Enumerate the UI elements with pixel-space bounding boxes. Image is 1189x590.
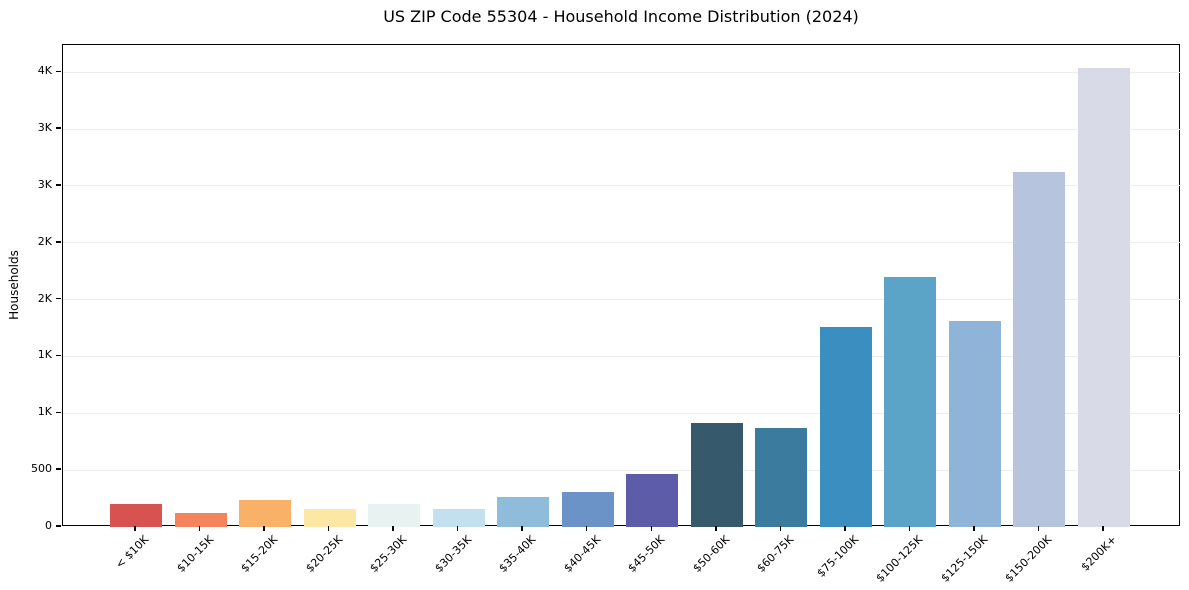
gridline	[63, 299, 1181, 301]
y-axis-tick	[56, 468, 61, 470]
x-tick-label: $200K+	[1078, 533, 1120, 574]
x-tick-label: $45-50K	[625, 533, 668, 575]
gridline	[63, 185, 1181, 187]
x-tick-label: $125-150K	[938, 533, 991, 585]
bar-13	[884, 277, 937, 527]
bar-12	[819, 327, 872, 527]
y-tick-label: 1K	[37, 405, 52, 419]
bar-8	[561, 491, 614, 527]
x-tick-label: $30-35K	[431, 533, 474, 575]
y-tick-label: 3K	[37, 121, 52, 135]
gridline	[63, 71, 1181, 73]
bar-14	[948, 320, 1001, 527]
x-tick-label: $150-200K	[1002, 533, 1055, 585]
bar-6	[432, 509, 485, 527]
bar-7	[497, 497, 550, 527]
y-axis-tick	[56, 525, 61, 527]
x-tick-label: $20-25K	[302, 533, 345, 575]
bar-5	[368, 503, 421, 527]
x-axis-tick	[521, 526, 523, 531]
x-axis-tick	[715, 526, 717, 531]
gridline	[63, 355, 1181, 357]
y-axis-tick	[56, 241, 61, 243]
x-axis-tick	[779, 526, 782, 531]
y-axis-tick	[56, 411, 61, 414]
y-tick-label: 500	[31, 462, 52, 476]
x-axis-tick	[456, 526, 459, 531]
x-axis-tick	[844, 526, 846, 531]
gridline	[63, 242, 1181, 244]
bar-3	[239, 500, 292, 527]
gridline	[63, 412, 1181, 414]
bar-16	[1077, 68, 1130, 527]
chart-title: US ZIP Code 55304 - Household Income Dis…	[383, 7, 859, 26]
y-tick-label: 3K	[37, 177, 52, 191]
y-axis-tick	[56, 354, 61, 357]
x-axis-tick	[392, 526, 394, 531]
bar-11	[755, 428, 808, 527]
plot-area	[62, 44, 1181, 527]
x-axis-tick	[1037, 526, 1040, 531]
y-axis-tick	[56, 297, 61, 300]
x-axis-tick	[263, 526, 265, 531]
x-axis-tick	[198, 526, 201, 531]
y-axis-label: Households	[7, 250, 21, 320]
bar-2	[174, 512, 227, 527]
y-axis-tick	[56, 184, 61, 186]
x-axis-tick	[973, 526, 975, 531]
x-axis-tick	[134, 526, 136, 531]
bar-1	[110, 504, 162, 527]
x-axis-tick	[1102, 526, 1104, 531]
x-tick-label: $10-15K	[173, 533, 216, 575]
gridline	[63, 469, 1181, 471]
gridline	[63, 128, 1181, 130]
x-tick-label: $15-20K	[238, 533, 281, 575]
x-axis-tick	[650, 526, 652, 531]
y-axis-tick	[56, 70, 61, 73]
x-tick-label: $35-40K	[496, 533, 539, 575]
x-tick-label: $40-45K	[561, 533, 603, 575]
x-tick-label: < $10K	[113, 533, 152, 572]
bar-15	[1013, 172, 1066, 527]
y-tick-label: 2K	[37, 291, 52, 305]
x-axis-tick	[585, 526, 588, 531]
bar-4	[303, 508, 356, 527]
x-tick-label: $25-30K	[367, 533, 410, 575]
x-axis-tick	[327, 526, 330, 531]
x-tick-label: $50-60K	[690, 533, 732, 575]
y-tick-label: 1K	[37, 348, 52, 362]
y-tick-label: 4K	[37, 64, 52, 78]
x-tick-label: $60-75K	[754, 533, 797, 575]
x-axis-tick	[908, 526, 911, 531]
y-axis-tick	[56, 127, 61, 129]
y-tick-label: 0	[45, 519, 52, 532]
bar-9	[626, 474, 679, 527]
y-tick-label: 2K	[37, 234, 52, 248]
bar-10	[690, 422, 743, 527]
x-tick-label: $100-125K	[873, 533, 926, 585]
x-tick-label: $75-100K	[814, 533, 862, 580]
